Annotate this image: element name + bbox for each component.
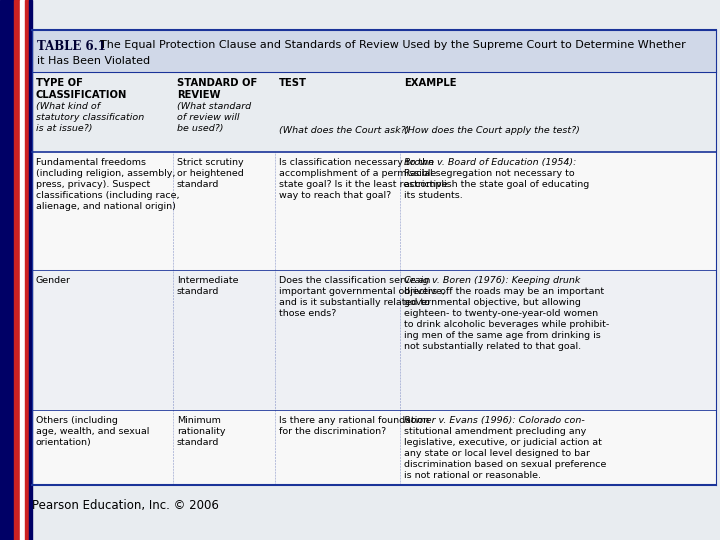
Text: Does the classification serve an: Does the classification serve an	[279, 276, 430, 285]
Text: is at issue?): is at issue?)	[36, 124, 92, 133]
Text: not substantially related to that goal.: not substantially related to that goal.	[404, 342, 581, 351]
Text: Pearson Education, Inc. © 2006: Pearson Education, Inc. © 2006	[32, 499, 219, 512]
Text: be used?): be used?)	[177, 124, 223, 133]
Text: EXAMPLE: EXAMPLE	[404, 78, 456, 88]
Text: Others (including: Others (including	[36, 416, 118, 425]
Text: standard: standard	[177, 287, 220, 296]
Text: Romer v. Evans (1996): Colorado con-: Romer v. Evans (1996): Colorado con-	[404, 416, 585, 425]
Text: rationality: rationality	[177, 427, 225, 436]
Bar	[32, 410, 716, 485]
Text: CLASSIFICATION: CLASSIFICATION	[36, 90, 127, 100]
Text: accomplish the state goal of educating: accomplish the state goal of educating	[404, 180, 589, 189]
Text: governmental objective, but allowing: governmental objective, but allowing	[404, 298, 581, 307]
Text: accomplishment of a permissible: accomplishment of a permissible	[279, 169, 436, 178]
Text: Gender: Gender	[36, 276, 71, 285]
Text: or heightened: or heightened	[177, 169, 243, 178]
Text: orientation): orientation)	[36, 438, 91, 447]
Text: press, privacy). Suspect: press, privacy). Suspect	[36, 180, 150, 189]
Text: its students.: its students.	[404, 191, 463, 200]
Text: alienage, and national origin): alienage, and national origin)	[36, 202, 176, 211]
Text: Minimum: Minimum	[177, 416, 221, 425]
Text: Is classification necessary to the: Is classification necessary to the	[279, 158, 434, 167]
Text: those ends?: those ends?	[279, 309, 336, 318]
Text: (What kind of: (What kind of	[36, 102, 100, 111]
Text: ing men of the same age from drinking is: ing men of the same age from drinking is	[404, 331, 600, 340]
Text: Fundamental freedoms: Fundamental freedoms	[36, 158, 146, 167]
Bar	[0, 0, 14, 540]
Bar	[32, 270, 716, 410]
Text: STANDARD OF: STANDARD OF	[177, 78, 257, 88]
Text: classifications (including race,: classifications (including race,	[36, 191, 179, 200]
Text: stitutional amendment precluding any: stitutional amendment precluding any	[404, 427, 586, 436]
Text: TABLE 6.1: TABLE 6.1	[37, 40, 106, 53]
Text: Strict scrutiny: Strict scrutiny	[177, 158, 243, 167]
Text: TEST: TEST	[279, 78, 307, 88]
Text: TYPE OF: TYPE OF	[36, 78, 83, 88]
Text: (How does the Court apply the test?): (How does the Court apply the test?)	[404, 126, 580, 135]
Text: it Has Been Violated: it Has Been Violated	[37, 56, 150, 66]
Text: standard: standard	[177, 180, 220, 189]
Bar	[25, 0, 29, 540]
Text: (What does the Court ask?): (What does the Court ask?)	[279, 126, 409, 135]
Text: legislative, executive, or judicial action at: legislative, executive, or judicial acti…	[404, 438, 602, 447]
Text: age, wealth, and sexual: age, wealth, and sexual	[36, 427, 149, 436]
Text: (including religion, assembly,: (including religion, assembly,	[36, 169, 176, 178]
Text: of review will: of review will	[177, 113, 240, 122]
Text: discrimination based on sexual preference: discrimination based on sexual preferenc…	[404, 460, 606, 469]
Text: statutory classification: statutory classification	[36, 113, 144, 122]
Text: Is there any rational foundation: Is there any rational foundation	[279, 416, 429, 425]
Text: REVIEW: REVIEW	[177, 90, 220, 100]
Text: and is it substantially related to: and is it substantially related to	[279, 298, 430, 307]
Text: way to reach that goal?: way to reach that goal?	[279, 191, 391, 200]
Text: for the discrimination?: for the discrimination?	[279, 427, 386, 436]
Bar	[14, 0, 20, 540]
Text: important governmental objective,: important governmental objective,	[279, 287, 445, 296]
Bar	[32, 30, 716, 72]
Text: drivers off the roads may be an important: drivers off the roads may be an importan…	[404, 287, 604, 296]
Text: standard: standard	[177, 438, 220, 447]
Text: to drink alcoholic beverages while prohibit-: to drink alcoholic beverages while prohi…	[404, 320, 609, 329]
Text: eighteen- to twenty-one-year-old women: eighteen- to twenty-one-year-old women	[404, 309, 598, 318]
Bar	[32, 152, 716, 270]
Text: is not rational or reasonable.: is not rational or reasonable.	[404, 471, 541, 480]
Bar	[29, 0, 32, 540]
Text: Brown v. Board of Education (1954):: Brown v. Board of Education (1954):	[404, 158, 577, 167]
Bar	[20, 0, 25, 540]
Text: (What standard: (What standard	[177, 102, 251, 111]
Text: The Equal Protection Clause and Standards of Review Used by the Supreme Court to: The Equal Protection Clause and Standard…	[100, 40, 685, 50]
Bar	[32, 72, 716, 152]
Text: Craig v. Boren (1976): Keeping drunk: Craig v. Boren (1976): Keeping drunk	[404, 276, 580, 285]
Text: any state or local level designed to bar: any state or local level designed to bar	[404, 449, 590, 458]
Text: Intermediate: Intermediate	[177, 276, 238, 285]
Text: Racial segregation not necessary to: Racial segregation not necessary to	[404, 169, 575, 178]
Text: state goal? Is it the least restrictive: state goal? Is it the least restrictive	[279, 180, 447, 189]
